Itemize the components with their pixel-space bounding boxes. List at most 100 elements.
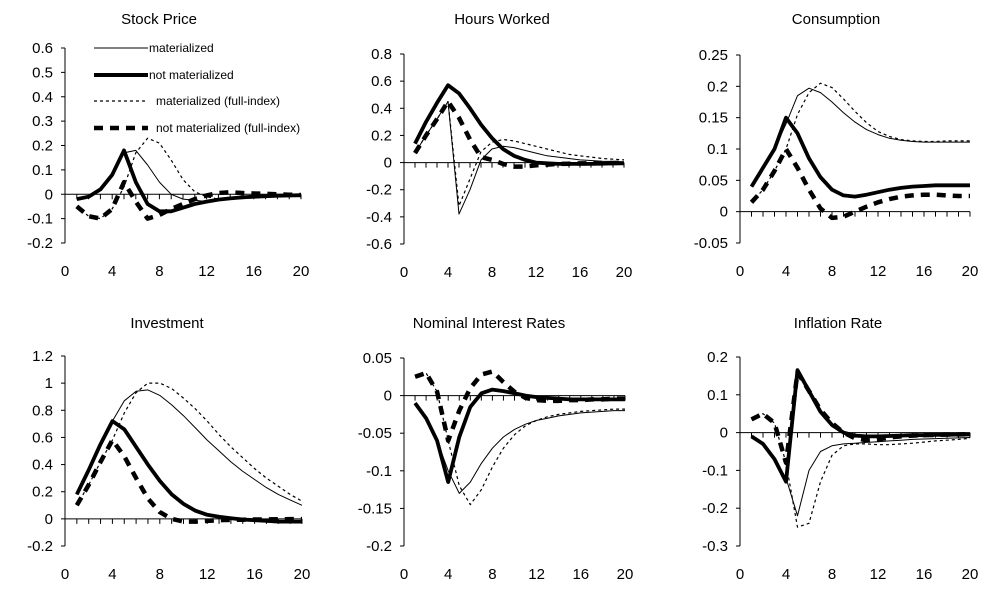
y-tick-label: -0.1 [27, 211, 53, 228]
series-not-materialized [76, 148, 302, 214]
x-tick-label: 0 [400, 566, 408, 583]
y-tick-label: 1 [45, 375, 53, 392]
y-tick-label: 0 [45, 186, 53, 203]
x-tick-label: 12 [199, 566, 216, 583]
y-tick-label: 0.1 [707, 387, 728, 404]
x-tick-label: 0 [736, 263, 744, 280]
y-tick-label: 0.1 [707, 141, 728, 158]
y-tick-label: -0.05 [358, 425, 392, 442]
series-materialized-full-index [751, 82, 970, 203]
series-not-materialized [75, 419, 302, 524]
legend-label: materialized (full-index) [156, 94, 280, 108]
panel-inflation-rate: Inflation Rate -0.3 -0.2 -0.1 0 0.1 0.2 0 4 8 12 1… [702, 315, 978, 583]
panel-title: Stock Price [121, 11, 197, 28]
y-tick-label: -0.2 [27, 235, 53, 252]
y-tick-label: -0.6 [366, 236, 392, 253]
panel-title: Investment [130, 315, 204, 332]
x-tick-label: 12 [528, 566, 545, 583]
legend: materialized not materialized materializ… [94, 41, 300, 135]
x-tick-label: 12 [528, 264, 545, 281]
y-tick-label: 0.3 [32, 113, 53, 130]
series-not-materialized [749, 115, 970, 199]
x-tick-label: 16 [916, 263, 933, 280]
y-tick-label: 0 [384, 388, 392, 405]
y-tick-label: 0.8 [371, 46, 392, 63]
y-tick-label: 0 [720, 425, 728, 442]
x-tick-label: 4 [108, 566, 116, 583]
series-not-materialized [413, 83, 625, 166]
series-not-materialized-full-index [75, 179, 302, 221]
y-tick-label: -0.2 [366, 182, 392, 199]
x-tick-label: 12 [198, 263, 215, 280]
series-not-materialized-full-index [413, 99, 625, 169]
y-tick-label: 1.2 [32, 348, 53, 365]
y-tick-label: 0.6 [371, 73, 392, 90]
series-materialized-full-index [76, 382, 303, 506]
panel-title: Hours Worked [454, 11, 550, 28]
x-tick-label: 0 [61, 566, 69, 583]
x-tick-label: 16 [916, 566, 933, 583]
x-tick-label: 0 [400, 264, 408, 281]
y-tick-label: 0.2 [32, 138, 53, 155]
y-tick-label: -0.1 [702, 462, 728, 479]
y-tick-label: -0.05 [694, 235, 728, 252]
series-materialized-full-index [751, 413, 971, 528]
x-tick-label: 20 [616, 264, 633, 281]
y-tick-label: -0.1 [366, 463, 392, 480]
series-materialized-full-index [414, 372, 625, 506]
y-tick-label: 0 [384, 155, 392, 172]
y-tick-label: 0.6 [32, 40, 53, 57]
y-tick-label: 0.2 [707, 349, 728, 366]
y-tick-label: 0.6 [32, 429, 53, 446]
y-tick-label: 0.2 [32, 484, 53, 501]
series-not-materialized-full-index [414, 369, 625, 443]
x-tick-label: 0 [736, 566, 744, 583]
x-tick-label: 20 [294, 566, 311, 583]
x-tick-label: 8 [156, 566, 164, 583]
panel-title: Inflation Rate [794, 315, 882, 332]
y-tick-label: 0.4 [32, 457, 53, 474]
series-not-materialized-full-index [750, 369, 971, 466]
panel-title: Consumption [792, 11, 880, 28]
series-not-materialized [750, 368, 970, 484]
series-not-materialized-full-index [74, 437, 302, 524]
x-tick-label: 8 [828, 263, 836, 280]
panel-stock-price: Stock Price -0.2 -0.1 0 0.1 0.2 0.3 0.4 0.5 0.6 0… [27, 11, 309, 280]
x-tick-label: 8 [488, 264, 496, 281]
panel-title: Nominal Interest Rates [413, 315, 566, 332]
series-materialized [751, 87, 970, 187]
y-tick-label: -0.4 [366, 209, 392, 226]
x-tick-label: 8 [488, 566, 496, 583]
x-tick-label: 16 [246, 566, 263, 583]
y-tick-label: 0.1 [32, 162, 53, 179]
y-tick-label: 0.4 [32, 89, 53, 106]
y-tick-label: 0 [720, 204, 728, 221]
x-tick-label: 8 [155, 263, 163, 280]
x-tick-label: 16 [572, 264, 589, 281]
y-tick-label: 0.25 [699, 47, 728, 64]
x-tick-label: 4 [782, 566, 790, 583]
y-tick-label: 0.8 [32, 402, 53, 419]
y-tick-label: -0.2 [27, 538, 53, 555]
series-materialized [76, 389, 303, 506]
x-tick-label: 20 [962, 566, 979, 583]
x-tick-label: 4 [782, 263, 790, 280]
y-tick-label: 0.2 [371, 127, 392, 144]
y-tick-label: 0 [45, 511, 53, 528]
series-not-materialized-full-index [749, 146, 970, 221]
x-tick-label: 4 [444, 264, 452, 281]
panel-nominal-interest-rates: Nominal Interest Rates -0.2 -0.15 -0.1 -0.0… [358, 315, 634, 583]
y-tick-label: -0.2 [366, 538, 392, 555]
x-tick-label: 16 [572, 566, 589, 583]
y-tick-label: -0.3 [702, 538, 728, 555]
panel-consumption: Consumption -0.05 0 0.05 0.1 0.15 0.2 0.25 0 4 8 1… [694, 11, 979, 280]
y-tick-label: -0.15 [358, 500, 392, 517]
y-tick-label: 0.4 [371, 100, 392, 117]
y-tick-label: 0.5 [32, 64, 53, 81]
y-tick-label: 0.15 [699, 110, 728, 127]
legend-label: not materialized (full-index) [156, 121, 300, 135]
x-tick-label: 16 [245, 263, 262, 280]
x-tick-label: 12 [870, 263, 887, 280]
y-tick-label: 0.05 [363, 350, 392, 367]
